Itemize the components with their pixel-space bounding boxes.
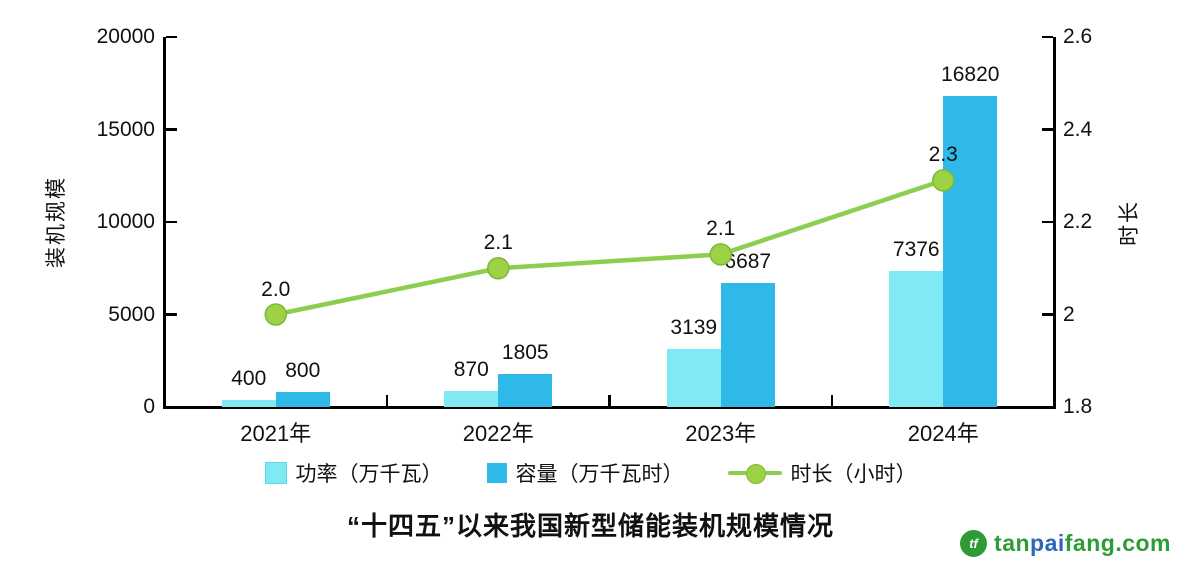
capacity-bar-2024年	[943, 95, 998, 407]
chart-title: “十四五”以来我国新型储能装机规模情况	[346, 511, 834, 541]
legend-item-capacity: 容量（万千瓦时）	[486, 458, 684, 488]
watermark-text-pai: pai	[1030, 530, 1065, 556]
watermark-text-tan: tan	[994, 530, 1031, 556]
right-axis-tick-label: 1.8	[1063, 395, 1093, 418]
right-axis-tick-label: 2.4	[1063, 117, 1093, 141]
power-bar-2023年	[666, 348, 721, 407]
power-bar-label: 400	[231, 366, 267, 390]
left-axis-tick-label: 20000	[96, 25, 155, 48]
right-axis-title: 时长	[1118, 200, 1141, 246]
power-bar-2024年	[889, 270, 944, 407]
capacity-bar-2021年	[275, 392, 330, 407]
watermark-text: tanpaifang.com	[994, 530, 1171, 557]
power-bar-2022年	[444, 390, 499, 407]
right-axis-tick-label: 2	[1063, 302, 1075, 326]
duration-point-2021年	[264, 303, 287, 326]
capacity-bar-label: 800	[285, 359, 321, 383]
duration-value-label: 2.1	[706, 217, 736, 241]
duration-point-2022年	[487, 257, 510, 280]
power-bar-2021年	[221, 399, 276, 407]
legend-label-duration: 时长（小时）	[790, 463, 917, 486]
left-axis-tick	[166, 128, 177, 131]
capacity-bar-label: 16820	[941, 62, 1000, 86]
power-swatch-icon	[264, 462, 287, 484]
tanpaifang-watermark[interactable]: tf tanpaifang.com	[960, 530, 1171, 557]
capacity-bar-2023年	[720, 283, 775, 407]
x-axis-category-label: 2021年	[240, 421, 312, 446]
duration-value-label: 2.3	[928, 143, 958, 167]
x-axis-category-label: 2023年	[685, 421, 757, 446]
right-axis-tick-label: 2.6	[1063, 25, 1093, 48]
capacity-bar-label: 1805	[501, 340, 549, 364]
left-axis-tick	[166, 220, 177, 224]
left-axis-tick-label: 10000	[96, 210, 155, 233]
tanpaifang-logo-icon: tf	[960, 530, 988, 557]
x-axis-tick	[830, 395, 834, 406]
left-axis-line	[163, 37, 166, 409]
chart-legend: 功率（万千瓦） 容量（万千瓦时） 时长（小时）	[0, 458, 1181, 488]
legend-label-capacity: 容量（万千瓦时）	[515, 463, 684, 486]
right-axis-tick-label: 2.2	[1063, 210, 1093, 233]
x-axis-category-label: 2022年	[462, 421, 534, 446]
duration-value-label: 2.0	[261, 277, 291, 301]
right-axis-line	[1053, 37, 1056, 409]
capacity-swatch-icon	[486, 463, 507, 483]
capacity-bar-2022年	[498, 373, 553, 407]
x-axis-tick	[608, 395, 611, 406]
left-axis-tick	[166, 313, 177, 316]
left-axis-tick	[166, 35, 177, 39]
x-axis-tick	[385, 395, 389, 406]
power-bar-label: 7376	[892, 237, 940, 261]
legend-label-power: 功率（万千瓦）	[295, 463, 443, 486]
left-axis-tick-label: 5000	[108, 302, 155, 326]
right-axis-tick	[1042, 128, 1053, 131]
right-axis-tick	[1042, 313, 1053, 316]
legend-item-power: 功率（万千瓦）	[264, 458, 443, 488]
power-bar-label: 3139	[670, 315, 718, 339]
power-bar-label: 870	[453, 357, 489, 381]
left-axis-tick-label: 15000	[96, 117, 155, 141]
capacity-bar-label: 6687	[724, 250, 772, 274]
duration-value-label: 2.1	[483, 231, 513, 255]
legend-item-duration: 时长（小时）	[727, 458, 917, 488]
x-axis-line	[163, 406, 1056, 409]
watermark-text-fang: fang.com	[1064, 530, 1171, 556]
left-axis-tick-label: 0	[143, 395, 155, 418]
right-axis-tick	[1042, 35, 1053, 39]
right-axis-tick	[1042, 220, 1053, 224]
x-axis-category-label: 2024年	[907, 421, 979, 446]
duration-line-marker-icon	[727, 463, 782, 484]
